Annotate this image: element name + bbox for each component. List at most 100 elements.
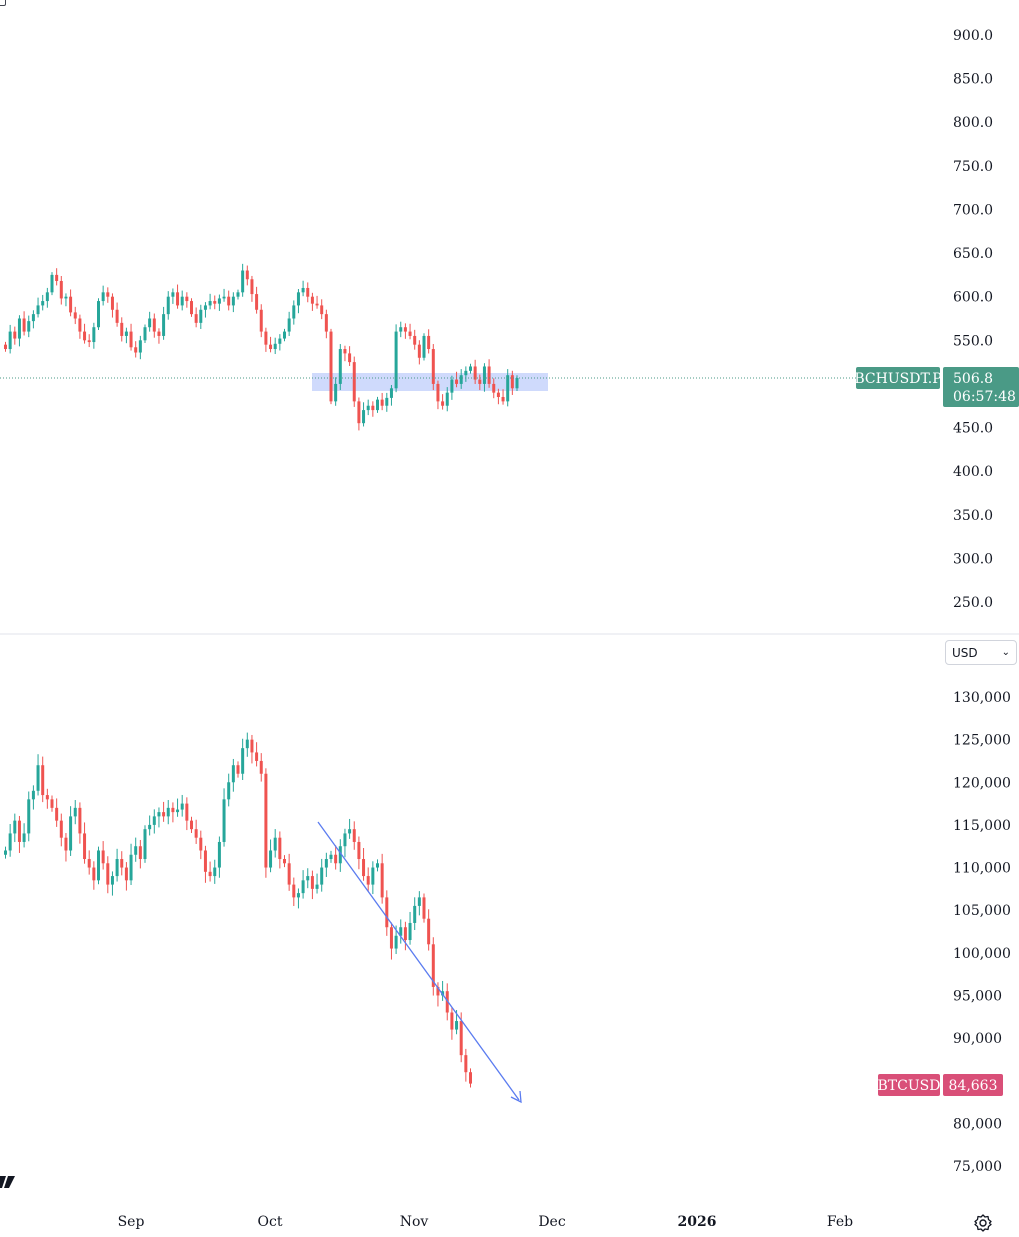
candle (362, 848, 366, 881)
candle (408, 911, 412, 945)
btc-candles (4, 732, 472, 1088)
time-axis[interactable]: Sep Oct Nov Dec 2026 Feb (118, 1214, 854, 1230)
candle (59, 275, 63, 305)
candle (324, 309, 328, 339)
corner-badge[interactable] (0, 0, 6, 6)
candle (199, 304, 203, 329)
candle (292, 877, 296, 907)
candle (385, 392, 389, 412)
candle (306, 282, 310, 303)
candle (176, 284, 180, 309)
candle (194, 307, 198, 328)
candle (376, 859, 379, 872)
y-tick-label: 350.0 (953, 508, 993, 524)
candle (241, 263, 245, 297)
btc-price-tag: 84,663 (943, 1074, 1003, 1096)
candle (329, 328, 333, 405)
candle (129, 843, 133, 886)
candle (389, 384, 393, 406)
candle (431, 937, 435, 996)
candle (292, 300, 296, 325)
candle (110, 871, 114, 896)
candle (352, 821, 356, 850)
candle (231, 758, 235, 792)
candle (515, 375, 519, 392)
candle (171, 802, 175, 823)
candle (417, 891, 421, 916)
candle (203, 302, 207, 318)
candle (450, 375, 454, 400)
candle (492, 378, 496, 399)
y-tick-label: 700.0 (953, 202, 993, 218)
candle (380, 392, 384, 411)
x-tick-label: Dec (538, 1214, 566, 1230)
candle (278, 334, 282, 351)
candle (259, 753, 263, 782)
candle (436, 380, 440, 410)
candle (389, 922, 393, 960)
candle (222, 288, 226, 302)
candle (217, 836, 221, 878)
candle (45, 788, 49, 809)
y-tick-label: 300.0 (953, 551, 993, 567)
candle (310, 292, 314, 311)
candle (180, 290, 184, 311)
candle (22, 311, 26, 336)
candle (41, 756, 45, 803)
candle (45, 287, 49, 308)
x-tick-label: Sep (118, 1214, 145, 1230)
candle (283, 328, 286, 342)
candle (408, 323, 412, 340)
candle (250, 734, 254, 764)
gear-icon[interactable] (972, 1212, 994, 1234)
y-tick-label: 75,000 (953, 1159, 1002, 1175)
candle (338, 839, 342, 872)
candle (166, 800, 170, 825)
candle (441, 980, 445, 1001)
bch-price-axis[interactable]: 900.0 850.0 800.0 750.0 700.0 650.0 600.0 550.0… (953, 28, 993, 611)
btc-price-axis[interactable]: 130,000 125,000 120,000 115,000 110,000 105,0… (953, 690, 1011, 1175)
bch-candles (4, 263, 519, 431)
candle (385, 890, 389, 936)
candle (50, 795, 54, 812)
candle (431, 344, 435, 391)
candle (334, 845, 338, 870)
candle (450, 1007, 454, 1040)
candle (152, 313, 156, 338)
y-tick-label: 650.0 (953, 246, 993, 262)
candle (106, 287, 110, 303)
y-tick-label: 450.0 (953, 421, 993, 437)
candle (348, 818, 352, 839)
candle (301, 280, 305, 297)
candle (171, 288, 175, 304)
candle (148, 311, 152, 332)
candle (269, 839, 273, 873)
bch-symbol-label: BCHUSDT.P (854, 371, 941, 387)
candle (157, 328, 161, 344)
currency-selector[interactable]: USD ⌄ (945, 640, 1017, 665)
candle (413, 329, 417, 350)
candle (134, 341, 138, 358)
candle (278, 831, 282, 869)
candle (87, 334, 91, 348)
candle (366, 867, 370, 892)
y-tick-label: 90,000 (953, 1031, 1002, 1047)
candle (101, 285, 105, 306)
candle (478, 374, 482, 391)
candle (148, 815, 152, 836)
candle (180, 794, 184, 817)
bch-price-pane[interactable]: 900.0 850.0 800.0 750.0 700.0 650.0 600.0 550.0… (0, 28, 1019, 611)
btc-trendline[interactable] (317, 821, 522, 1104)
candle (185, 797, 189, 831)
candle (120, 851, 124, 876)
y-tick-label: 105,000 (953, 903, 1011, 919)
candle (129, 323, 133, 351)
candle (380, 853, 384, 904)
candle (427, 909, 431, 951)
btc-price-pane[interactable]: 130,000 125,000 120,000 115,000 110,000 105,0… (4, 690, 1011, 1175)
candle (106, 856, 110, 894)
candle (36, 297, 40, 318)
candle (283, 855, 286, 868)
candle (152, 809, 156, 834)
